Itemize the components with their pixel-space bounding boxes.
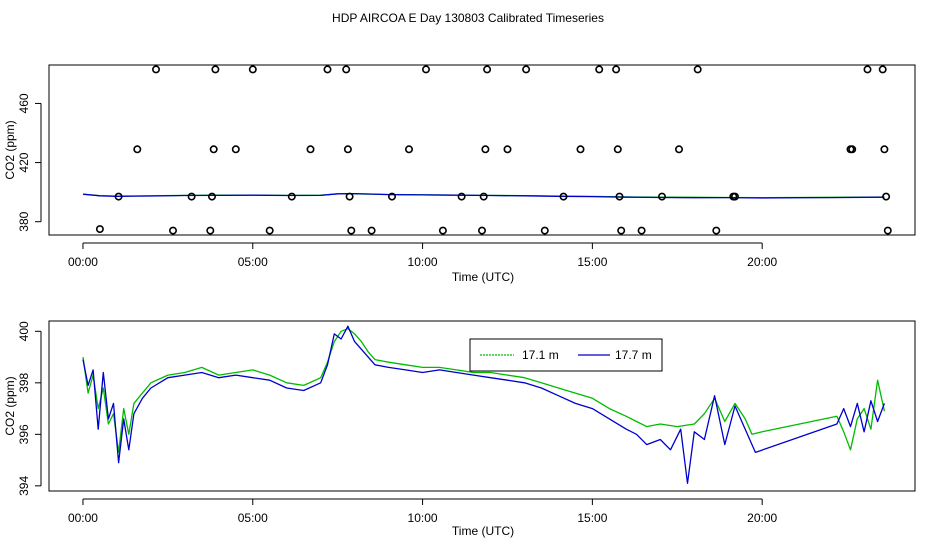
legend: 17.1 m 17.7 m — [469, 338, 663, 372]
timeseries-x-tick-label: 15:00 — [577, 511, 607, 525]
calibration-series-line-blue — [82, 192, 885, 199]
calibration-point — [347, 226, 356, 235]
timeseries-x-tick-label: 05:00 — [238, 511, 268, 525]
calibration-point — [612, 65, 621, 74]
calibration-point — [657, 192, 666, 201]
calibration-point — [209, 145, 218, 154]
calibration-point — [693, 65, 702, 74]
calibration-point — [404, 145, 413, 154]
timeseries-plot-frame — [48, 320, 916, 492]
timeseries-x-axis-title: Time (UTC) — [452, 524, 514, 538]
calibration-point — [248, 65, 257, 74]
timeseries-series-line-blue — [82, 325, 886, 484]
calibration-point — [211, 65, 220, 74]
calibration-point — [615, 192, 624, 201]
calibration-point — [206, 226, 215, 235]
calibration-point — [863, 65, 872, 74]
calibration-plot-frame — [48, 64, 916, 236]
calibration-x-tick-label: 05:00 — [238, 255, 268, 269]
calibration-point — [323, 65, 332, 74]
legend-label-17-7m: 17.7 m — [615, 348, 652, 362]
calibration-point — [438, 226, 447, 235]
timeseries-y-axis: 394 396 398 400 — [17, 321, 42, 496]
calibration-point — [674, 145, 683, 154]
calibration-x-axis-title: Time (UTC) — [452, 270, 514, 284]
calibration-point — [595, 65, 604, 74]
chart-title: HDP AIRCOA E Day 130803 Calibrated Times… — [332, 11, 604, 25]
calibration-panel: 00:00 05:00 10:00 15:00 20:00 380 420 460 Time… — [3, 64, 916, 284]
timeseries-x-axis: 00:00 05:00 10:00 15:00 20:00 — [68, 498, 778, 525]
calibration-point — [208, 192, 217, 201]
calibration-y-tick-label: 380 — [17, 211, 31, 231]
calibration-x-tick-label: 10:00 — [408, 255, 438, 269]
calibration-point — [457, 192, 466, 201]
calibration-point — [342, 65, 351, 74]
timeseries-x-tick-label: 00:00 — [68, 511, 98, 525]
calibration-point — [483, 65, 492, 74]
calibration-x-tick-label: 15:00 — [577, 255, 607, 269]
calibration-point — [477, 226, 486, 235]
calibration-point — [882, 192, 891, 201]
calibration-point — [481, 145, 490, 154]
calibration-y-tick-label: 420 — [17, 152, 31, 172]
timeseries-y-tick-label: 400 — [17, 321, 31, 341]
timeseries-series-lines — [82, 325, 886, 484]
calibration-point — [559, 192, 568, 201]
timeseries-y-tick-label: 398 — [17, 372, 31, 392]
calibration-point — [114, 192, 123, 201]
calibration-point — [133, 145, 142, 154]
calibration-y-tick-label: 460 — [17, 93, 31, 113]
calibration-point — [613, 145, 622, 154]
calibration-point — [345, 192, 354, 201]
calibration-point — [231, 145, 240, 154]
timeseries-y-axis-title: CO2 (ppm) — [3, 376, 17, 435]
calibration-point — [95, 225, 104, 234]
calibration-point — [169, 226, 178, 235]
timeseries-y-tick-label: 394 — [17, 476, 31, 496]
calibration-point — [503, 145, 512, 154]
calibration-point — [848, 145, 857, 154]
calibration-series-lines — [82, 192, 885, 199]
calibration-y-axis-title: CO2 (ppm) — [3, 120, 17, 179]
timeseries-y-tick-label: 396 — [17, 424, 31, 444]
calibration-point — [421, 65, 430, 74]
calibration-point — [637, 226, 646, 235]
calibration-point — [883, 226, 892, 235]
calibration-x-tick-label: 00:00 — [68, 255, 98, 269]
calibration-point — [265, 226, 274, 235]
calibration-point — [152, 65, 161, 74]
calibration-point — [343, 145, 352, 154]
calibration-point — [878, 65, 887, 74]
calibration-x-axis: 00:00 05:00 10:00 15:00 20:00 — [68, 242, 778, 269]
calibration-point — [576, 145, 585, 154]
calibration-point — [880, 145, 889, 154]
calibration-point — [387, 192, 396, 201]
timeseries-series-line-green — [82, 328, 886, 454]
calibration-point — [540, 226, 549, 235]
calibration-x-tick-label: 20:00 — [747, 255, 777, 269]
calibration-point — [617, 226, 626, 235]
calibration-point — [187, 192, 196, 201]
calibration-point — [306, 145, 315, 154]
timeseries-x-tick-label: 10:00 — [408, 511, 438, 525]
legend-label-17-1m: 17.1 m — [522, 348, 559, 362]
calibration-y-axis: 380 420 460 — [17, 93, 42, 232]
timeseries-x-tick-label: 20:00 — [747, 511, 777, 525]
calibration-points — [95, 65, 892, 235]
calibration-point — [730, 192, 739, 201]
timeseries-panel: 00:00 05:00 10:00 15:00 20:00 394 396 398 400 T… — [3, 320, 916, 538]
calibration-point — [479, 192, 488, 201]
calibration-point — [522, 65, 531, 74]
calibration-point — [712, 226, 721, 235]
calibration-point — [287, 192, 296, 201]
calibration-point — [367, 226, 376, 235]
